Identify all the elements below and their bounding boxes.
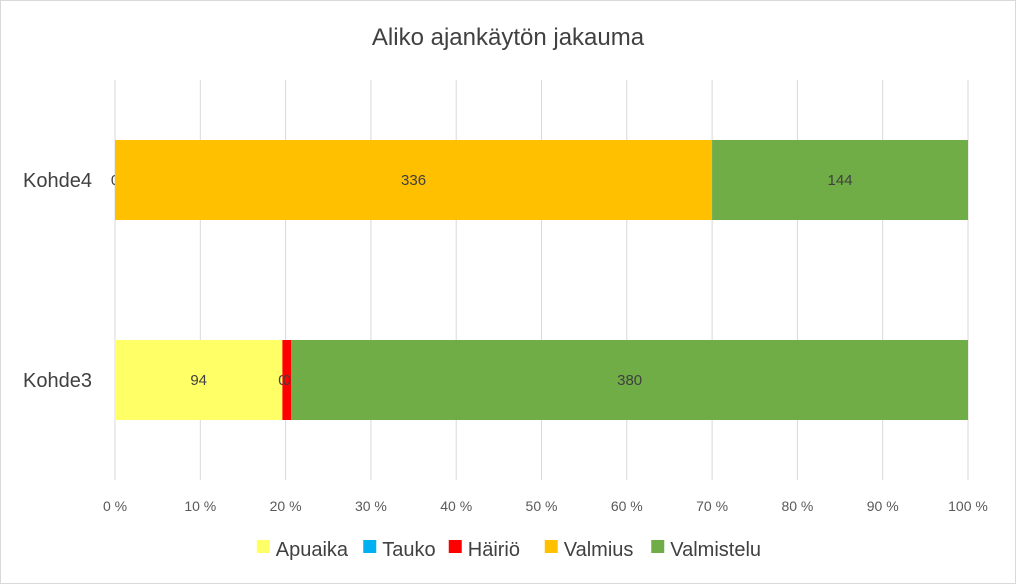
- category-label: Kohde4: [23, 170, 92, 192]
- bar-segment: [291, 340, 968, 420]
- x-tick-label: 80 %: [781, 498, 813, 514]
- x-tick-label: 100 %: [948, 498, 988, 514]
- x-tick-label: 40 %: [440, 498, 472, 514]
- bar-segment: [712, 140, 968, 220]
- chart-title: Aliko ajankäytön jakauma: [372, 24, 645, 51]
- legend-label: Valmistelu: [670, 539, 761, 561]
- data-label: 336: [401, 172, 426, 189]
- data-label: 94: [190, 372, 207, 389]
- legend-swatch: [256, 540, 270, 553]
- x-tick-label: 10 %: [184, 498, 216, 514]
- legend-label: Valmius: [564, 539, 634, 561]
- x-tick-label: 30 %: [355, 498, 387, 514]
- x-tick-label: 70 %: [696, 498, 728, 514]
- category-labels: Kohde4 Kohde3: [23, 170, 92, 392]
- data-label: 144: [828, 172, 853, 189]
- legend-label: Tauko: [382, 539, 435, 561]
- bar-segment: [115, 340, 283, 420]
- x-axis-ticks: 0 % 10 % 20 % 30 % 40 % 50 % 60 % 70 % 80 % 90 % 1…: [103, 498, 988, 514]
- category-label: Kohde3: [23, 370, 92, 392]
- x-tick-label: 0 %: [103, 498, 127, 514]
- legend-label: Apuaika: [276, 539, 349, 561]
- data-label: 380: [617, 372, 642, 389]
- legend-swatch: [544, 540, 558, 553]
- legend-swatch: [448, 540, 462, 553]
- x-tick-label: 50 %: [526, 498, 558, 514]
- bars: 03361449400380: [111, 140, 968, 420]
- x-tick-label: 20 %: [270, 498, 302, 514]
- legend-label: Häiriö: [468, 539, 520, 561]
- bar-segment: [282, 340, 292, 420]
- data-label: 0: [283, 372, 291, 389]
- x-tick-label: 60 %: [611, 498, 643, 514]
- legend: Apuaika Tauko Häiriö Valmius Valmistelu: [256, 539, 761, 561]
- legend-swatch: [363, 540, 377, 553]
- legend-swatch: [651, 540, 665, 553]
- x-tick-label: 90 %: [867, 498, 899, 514]
- bar-segment: [115, 140, 713, 220]
